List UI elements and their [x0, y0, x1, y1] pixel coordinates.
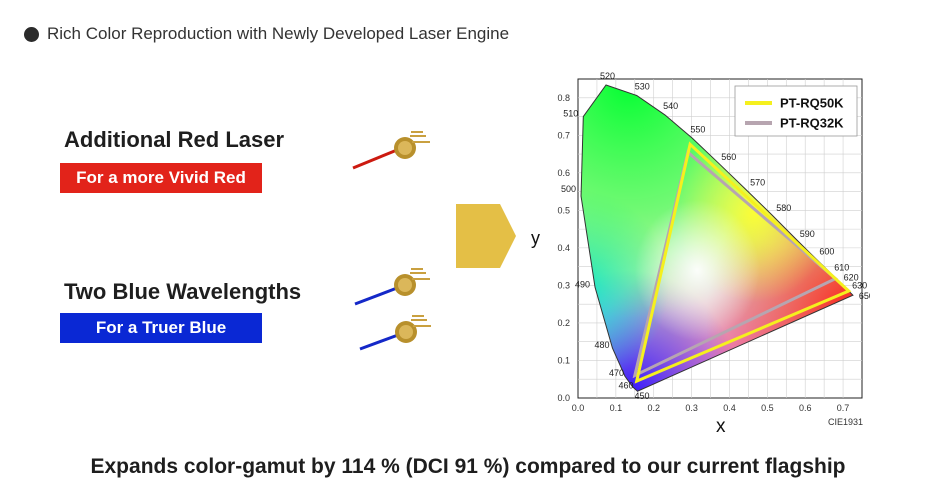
y-tick-label: 0.3	[557, 280, 570, 290]
wavelength-label: 610	[834, 263, 849, 273]
y-tick-label: 0.4	[557, 243, 570, 253]
red-laser-diode-icon	[352, 131, 430, 170]
wavelength-label: 560	[721, 152, 736, 162]
wavelength-label: 620	[844, 272, 859, 282]
blue-laser-badge: For a Truer Blue	[60, 313, 262, 343]
wavelength-label: 650	[859, 291, 870, 301]
x-tick-label: 0.4	[723, 403, 736, 413]
y-tick-label: 0.5	[557, 205, 570, 215]
x-tick-label: 0.3	[685, 403, 698, 413]
blue-laser-title: Two Blue Wavelengths	[64, 279, 302, 304]
bullet-icon	[24, 26, 39, 42]
wavelength-label: 470	[609, 368, 624, 378]
y-tick-label: 0.7	[557, 130, 570, 140]
blue-laser-diode-icon-1	[354, 268, 430, 306]
wavelength-label: 580	[776, 203, 791, 213]
x-tick-labels: 0.0 0.1 0.2 0.3 0.4 0.5 0.6 0.7	[572, 403, 850, 413]
wavelength-label: 500	[561, 184, 576, 194]
header-text: Rich Color Reproduction with Newly Devel…	[47, 24, 510, 43]
x-tick-label: 0.2	[647, 403, 660, 413]
arrow-right-icon	[456, 204, 516, 268]
gamut-triangle-pt-rq32k	[632, 149, 839, 379]
blue-laser-diode-icon-2	[359, 315, 431, 351]
wavelength-label: 590	[800, 229, 815, 239]
section-header: Rich Color Reproduction with Newly Devel…	[24, 24, 509, 44]
y-tick-label: 0.2	[557, 318, 570, 328]
wavelength-label: 570	[750, 178, 765, 188]
gamut-triangles	[632, 141, 852, 384]
wavelength-label: 460	[619, 381, 634, 391]
y-tick-labels: 0.0 0.1 0.2 0.3 0.4 0.5 0.6 0.7 0.8	[557, 93, 570, 403]
legend-label: PT-RQ50K	[780, 96, 844, 111]
wavelength-label: 550	[690, 124, 705, 134]
wavelength-label: 480	[594, 340, 609, 350]
y-tick-label: 0.0	[557, 393, 570, 403]
wavelength-label: 630	[852, 280, 867, 290]
wavelength-label: 540	[663, 101, 678, 111]
x-tick-label: 0.5	[761, 403, 774, 413]
wavelength-label: 490	[575, 279, 590, 289]
gamut-triangle-pt-rq50k	[634, 141, 852, 384]
y-tick-label: 0.8	[557, 93, 570, 103]
y-axis-label: y	[531, 228, 540, 248]
arrow-shape	[456, 204, 516, 268]
x-tick-label: 0.7	[837, 403, 850, 413]
y-tick-label: 0.1	[557, 355, 570, 365]
wavelength-label: 450	[634, 391, 649, 401]
footer-claim: Expands color-gamut by 114 % (DCI 91 %) …	[90, 455, 846, 478]
wavelength-label: 520	[600, 71, 615, 81]
wavelength-label: 600	[819, 246, 834, 256]
red-laser-badge: For a more Vivid Red	[60, 163, 262, 193]
x-tick-label: 0.6	[799, 403, 812, 413]
legend: PT-RQ50K PT-RQ32K	[734, 85, 858, 137]
cie-note: CIE1931	[828, 417, 864, 427]
x-tick-label: 0.1	[610, 403, 623, 413]
x-tick-label: 0.0	[572, 403, 585, 413]
x-axis-label: x	[716, 416, 726, 437]
y-tick-label: 0.6	[557, 168, 570, 178]
wavelength-label: 530	[635, 82, 650, 92]
wavelength-label: 510	[563, 109, 578, 119]
legend-box	[734, 85, 858, 137]
red-laser-title: Additional Red Laser	[64, 127, 285, 152]
legend-label: PT-RQ32K	[780, 116, 844, 131]
